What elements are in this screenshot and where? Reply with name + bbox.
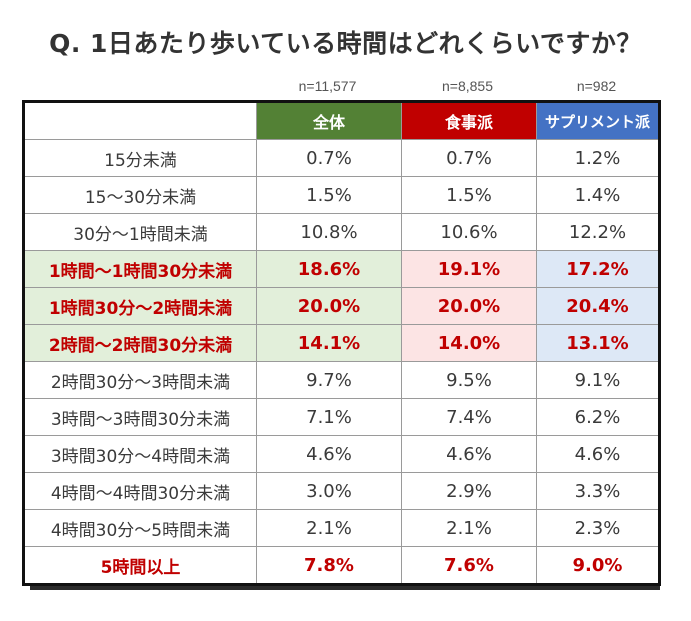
value-all: 0.7% (256, 139, 402, 177)
value-food: 1.5% (401, 176, 537, 214)
table-row: 2時間30分～3時間未満 9.7% 9.5% 9.1% (23, 361, 660, 399)
table-row: 3時間30分～4時間未満 4.6% 4.6% 4.6% (23, 435, 660, 473)
table-row: 30分～1時間未満 10.8% 10.6% 12.2% (23, 213, 660, 251)
value-food: 0.7% (401, 139, 537, 177)
header-food: 食事派 (401, 101, 537, 140)
row-label: 4時間30分～5時間未満 (23, 509, 257, 547)
value-supplement: 17.2% (536, 250, 660, 288)
value-all: 3.0% (256, 472, 402, 510)
table-row: 2時間～2時間30分未満 14.1% 14.0% 13.1% (23, 324, 660, 362)
value-supplement: 3.3% (536, 472, 660, 510)
row-label: 1時間～1時間30分未満 (23, 250, 257, 288)
row-label: 2時間30分～3時間未満 (23, 361, 257, 399)
value-food: 20.0% (401, 287, 537, 325)
value-supplement: 4.6% (536, 435, 660, 473)
value-supplement: 2.3% (536, 509, 660, 547)
table-row: 4時間30分～5時間未満 2.1% 2.1% 2.3% (23, 509, 660, 547)
row-label: 3時間～3時間30分未満 (23, 398, 257, 436)
sample-size-supplement: n=982 (576, 78, 617, 94)
value-food: 2.9% (401, 472, 537, 510)
value-all: 1.5% (256, 176, 402, 214)
value-food: 9.5% (401, 361, 537, 399)
value-food: 10.6% (401, 213, 537, 251)
value-all: 7.8% (256, 546, 402, 585)
value-all: 7.1% (256, 398, 402, 436)
table-row: 1時間～1時間30分未満 18.6% 19.1% 17.2% (23, 250, 660, 288)
value-food: 7.6% (401, 546, 537, 585)
value-all: 2.1% (256, 509, 402, 547)
header-all: 全体 (256, 101, 402, 140)
value-supplement: 13.1% (536, 324, 660, 362)
row-label: 1時間30分～2時間未満 (23, 287, 257, 325)
value-food: 7.4% (401, 398, 537, 436)
value-all: 9.7% (256, 361, 402, 399)
row-label: 15～30分未満 (23, 176, 257, 214)
value-all: 20.0% (256, 287, 402, 325)
value-all: 18.6% (256, 250, 402, 288)
value-supplement: 1.4% (536, 176, 660, 214)
sample-size-food: n=8,855 (442, 78, 493, 94)
table-row: 1時間30分～2時間未満 20.0% 20.0% 20.4% (23, 287, 660, 325)
header-supplement: サプリメント派 (536, 101, 660, 140)
table-row: 15分未満 0.7% 0.7% 1.2% (23, 139, 660, 177)
table-row: 15～30分未満 1.5% 1.5% 1.4% (23, 176, 660, 214)
row-label: 15分未満 (23, 139, 257, 177)
table-row: 5時間以上 7.8% 7.6% 9.0% (23, 546, 660, 585)
value-food: 2.1% (401, 509, 537, 547)
value-food: 14.0% (401, 324, 537, 362)
value-food: 4.6% (401, 435, 537, 473)
value-supplement: 6.2% (536, 398, 660, 436)
table-row: 4時間～4時間30分未満 3.0% 2.9% 3.3% (23, 472, 660, 510)
value-supplement: 9.1% (536, 361, 660, 399)
row-label: 2時間～2時間30分未満 (23, 324, 257, 362)
header-blank-cell (23, 101, 257, 140)
row-label: 4時間～4時間30分未満 (23, 472, 257, 510)
sample-size-all: n=11,577 (298, 78, 357, 94)
header-row: 全体 食事派 サプリメント派 (23, 101, 660, 140)
table-row: 3時間～3時間30分未満 7.1% 7.4% 6.2% (23, 398, 660, 436)
value-supplement: 20.4% (536, 287, 660, 325)
value-supplement: 1.2% (536, 139, 660, 177)
value-supplement: 9.0% (536, 546, 660, 585)
sample-size-row: n=11,577 n=8,855 n=982 (0, 78, 691, 98)
survey-table: 全体 食事派 サプリメント派 15分未満 0.7% 0.7% 1.2% 15～30分未満… (22, 100, 661, 586)
value-all: 4.6% (256, 435, 402, 473)
row-label: 30分～1時間未満 (23, 213, 257, 251)
row-label: 5時間以上 (23, 546, 257, 585)
row-label: 3時間30分～4時間未満 (23, 435, 257, 473)
page-title: Q. 1日あたり歩いている時間はどれくらいですか？ (49, 29, 642, 58)
value-all: 10.8% (256, 213, 402, 251)
value-supplement: 12.2% (536, 213, 660, 251)
value-all: 14.1% (256, 324, 402, 362)
value-food: 19.1% (401, 250, 537, 288)
